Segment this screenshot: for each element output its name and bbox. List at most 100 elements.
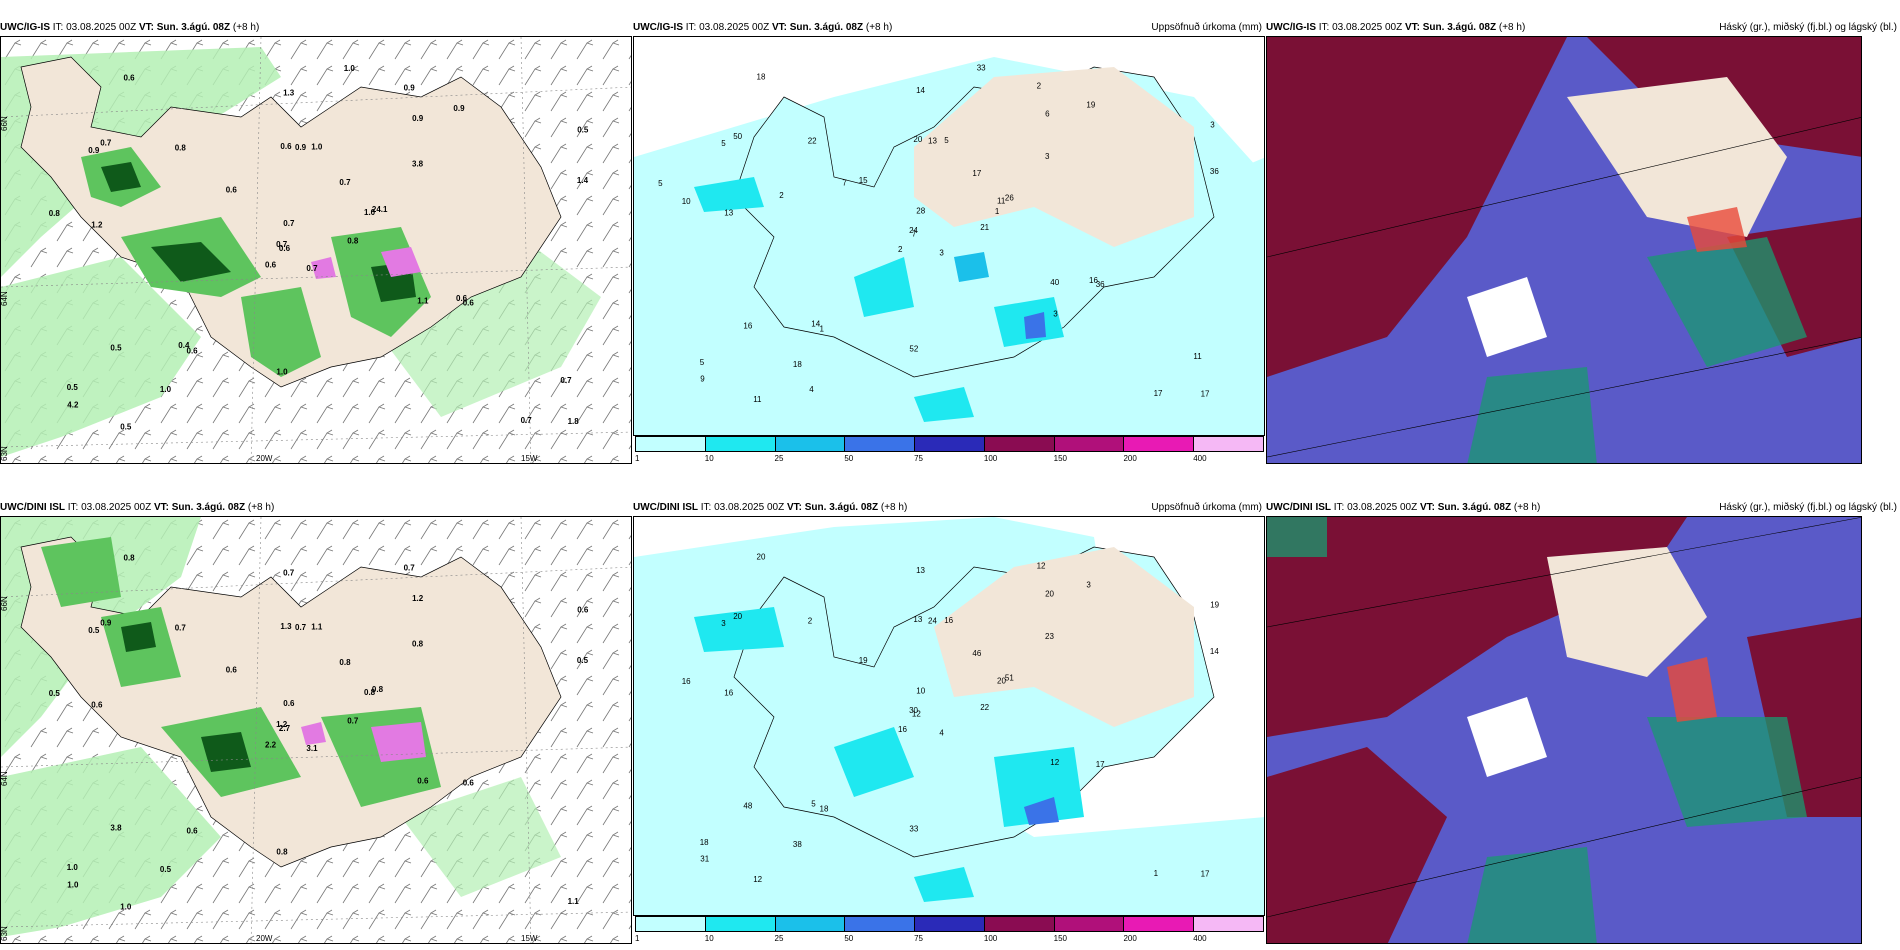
value-label: 0.7 xyxy=(339,178,351,187)
value-label: 0.5 xyxy=(110,343,122,352)
accum-precip-map: 3 5 7 5 11 1 2 5 6 21 18 17 13 3 2 3 11 20 17 16 15 9 18 13 26 36… xyxy=(633,36,1265,436)
svg-text:64N: 64N xyxy=(1,291,9,306)
colorbar-tick: 10 xyxy=(704,934,714,943)
value-label: 3 xyxy=(939,249,944,258)
svg-text:66N: 66N xyxy=(1,596,9,611)
value-label: 14 xyxy=(811,320,820,329)
colorbar-tick: 400 xyxy=(1193,934,1207,943)
colorbar-tick: 100 xyxy=(983,934,998,943)
value-label: 1.0 xyxy=(67,863,79,872)
accum-precip-map: 4 3 12 18 20 18 12 16 20 22 20 17 16 19 16 23 12 13 46 48 19… xyxy=(633,516,1265,916)
value-label: 11 xyxy=(1193,352,1202,361)
value-label: 0.6 xyxy=(463,779,475,788)
value-label: 0.8 xyxy=(412,640,424,649)
value-label: 52 xyxy=(909,344,918,353)
value-label: 1.2 xyxy=(91,221,103,230)
value-label: 24 xyxy=(909,226,918,235)
value-label: 1 xyxy=(1154,869,1159,878)
value-label: 5 xyxy=(700,358,705,367)
value-label: 11 xyxy=(997,197,1006,206)
value-label: 16 xyxy=(682,677,691,686)
value-label: 1.1 xyxy=(311,623,323,632)
value-label: 21 xyxy=(980,223,989,232)
colorbar-tick: 25 xyxy=(774,454,784,463)
value-label: 16 xyxy=(724,688,733,697)
value-label: 17 xyxy=(1154,389,1163,398)
value-label: 0.6 xyxy=(187,826,199,835)
value-label: 15 xyxy=(859,176,868,185)
panel-title: UWC/DINI ISL IT: 03.08.2025 00Z VT: Sun.… xyxy=(1266,500,1900,516)
value-label: 14 xyxy=(916,86,925,95)
value-label: 0.5 xyxy=(88,626,100,635)
panel-title: UWC/DINI ISL IT: 03.08.2025 00Z VT: Sun.… xyxy=(0,502,275,513)
value-label: 0.7 xyxy=(295,623,307,632)
value-label: 1.0 xyxy=(311,143,323,152)
precip-panel-title: Uppsöfnuð úrkoma (mm) xyxy=(1151,502,1262,513)
value-label: 1.8 xyxy=(568,417,580,426)
value-label: 12 xyxy=(1037,561,1046,570)
value-label: 0.6 xyxy=(577,606,589,615)
value-label: 13 xyxy=(928,136,937,145)
value-label: 28 xyxy=(916,207,925,216)
value-label: 0.8 xyxy=(124,554,136,563)
value-label: 0.6 xyxy=(91,701,103,710)
value-label: 18 xyxy=(820,805,829,814)
value-label: 20 xyxy=(997,677,1006,686)
value-label: 0.7 xyxy=(306,264,318,273)
accum-value-labels: 4312182018121620222017161916231213464819… xyxy=(682,552,1220,884)
value-label: 0.7 xyxy=(100,139,112,148)
value-label: 5 xyxy=(811,800,816,809)
value-label: 0.6 xyxy=(280,142,292,151)
cloud-panel-title: Háský (gr.), miðský (fj.bl.) og lágský (… xyxy=(1719,502,1897,513)
value-label: 17 xyxy=(1201,390,1210,399)
value-label: 26 xyxy=(1005,194,1014,203)
value-label: 0.6 xyxy=(187,346,199,355)
value-label: 13 xyxy=(913,615,922,624)
value-label: 36 xyxy=(1210,167,1219,176)
value-label: 0.6 xyxy=(226,186,238,195)
value-label: 13 xyxy=(916,566,925,575)
value-label: 0.8 xyxy=(175,143,187,152)
colorbar-swatch xyxy=(635,436,706,452)
value-label: 31 xyxy=(700,855,709,864)
svg-text:64N: 64N xyxy=(1,771,9,786)
value-label: 0.9 xyxy=(453,104,465,113)
value-label: 4 xyxy=(809,385,814,394)
colorbar-tick: 150 xyxy=(1053,934,1068,943)
value-label: 5 xyxy=(658,179,663,188)
iceland-land xyxy=(20,56,562,388)
value-label: 2.2 xyxy=(265,740,277,749)
value-label: 0.7 xyxy=(404,564,416,573)
value-label: 2.7 xyxy=(279,724,291,733)
value-label: 13 xyxy=(724,208,733,217)
value-label: 3 xyxy=(1210,120,1215,129)
value-label: 0.7 xyxy=(283,569,295,578)
value-label: 0.6 xyxy=(265,260,277,269)
value-label: 20 xyxy=(1045,590,1054,599)
value-label: 4.2 xyxy=(67,401,79,410)
value-label: 0.7 xyxy=(560,376,572,385)
value-label: 0.5 xyxy=(120,423,132,432)
value-label: 1.0 xyxy=(120,903,132,912)
value-label: 24.1 xyxy=(372,205,388,214)
value-label: 33 xyxy=(909,824,918,833)
value-label: 36 xyxy=(1096,280,1105,289)
value-label: 0.8 xyxy=(339,658,351,667)
value-label: 24 xyxy=(928,616,937,625)
value-label: 3 xyxy=(1053,309,1058,318)
value-label: 1.0 xyxy=(344,64,356,73)
value-label: 1 xyxy=(995,207,1000,216)
colorbar-swatch xyxy=(774,436,846,452)
value-label: 19 xyxy=(1210,600,1219,609)
value-label: 0.8 xyxy=(347,237,359,246)
value-label: 17 xyxy=(972,169,981,178)
cloud-panel-row2: UWC/DINI ISL IT: 03.08.2025 00Z VT: Sun.… xyxy=(1266,500,1900,944)
value-label: 10 xyxy=(682,197,691,206)
svg-text:63N: 63N xyxy=(1,926,9,941)
precip-value-labels: 0.70.90.60.51.00.60.91.00.90.80.61.81.20… xyxy=(49,64,589,432)
value-label: 1.4 xyxy=(577,176,589,185)
value-label: 12 xyxy=(912,710,921,719)
value-label: 7 xyxy=(912,230,917,239)
colorbar-tick: 50 xyxy=(844,934,854,943)
value-label: 2 xyxy=(1037,81,1042,90)
